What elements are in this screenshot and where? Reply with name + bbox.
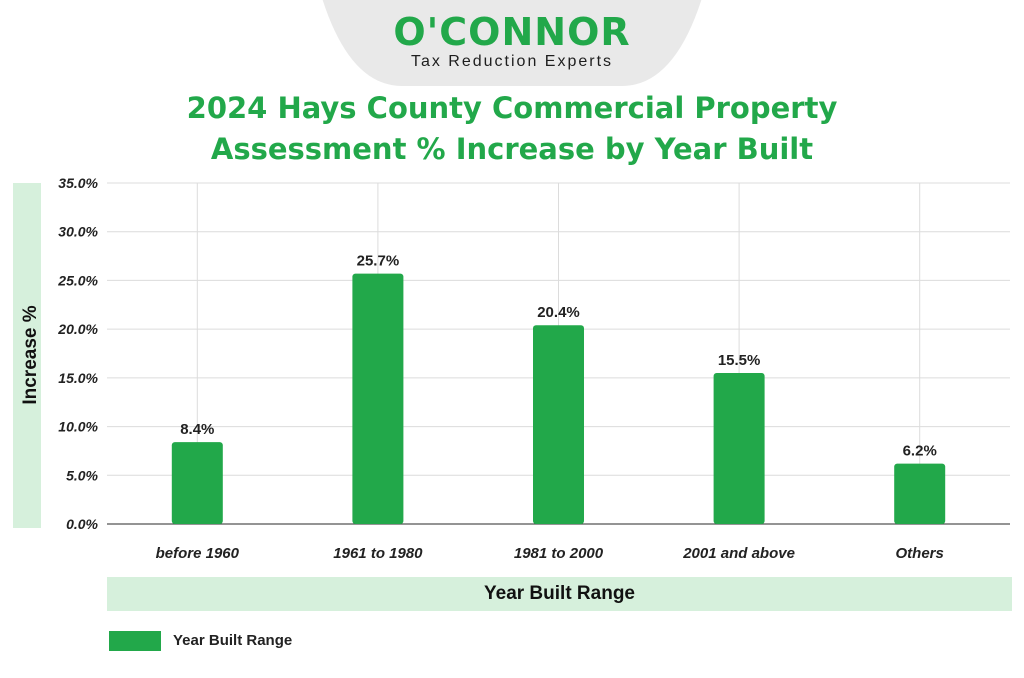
legend-swatch [109, 631, 161, 651]
x-axis-label: Year Built Range [484, 583, 635, 604]
bar [713, 372, 765, 524]
x-tick-label: before 1960 [156, 545, 240, 562]
data-label: 8.4% [180, 421, 214, 438]
y-tick-label: 35.0% [58, 175, 98, 191]
y-tick-label: 5.0% [66, 467, 98, 483]
logo-tab-background [322, 0, 702, 86]
brand-logo-text: O'CONNOR [393, 10, 631, 54]
y-tick-label: 0.0% [66, 516, 98, 532]
data-label: 15.5% [718, 352, 761, 369]
y-tick-label: 25.0% [57, 272, 98, 288]
data-label: 6.2% [903, 443, 937, 460]
x-tick-label: Others [896, 545, 944, 562]
legend-label: Year Built Range [173, 632, 293, 649]
data-label: 25.7% [357, 253, 400, 270]
x-axis-label-band [107, 577, 1012, 611]
bar [533, 325, 584, 524]
x-tick-label: 1981 to 2000 [514, 545, 604, 562]
y-axis-label-band [13, 183, 41, 528]
bar [171, 442, 223, 524]
bar [894, 463, 946, 524]
chart-title-line-2: Assessment % Increase by Year Built [210, 132, 814, 166]
x-tick-label: 2001 and above [682, 545, 795, 562]
data-label: 20.4% [537, 304, 580, 321]
y-tick-label: 30.0% [58, 224, 98, 240]
y-tick-label: 15.0% [58, 370, 98, 386]
y-tick-label: 10.0% [58, 419, 98, 435]
brand-tagline: Tax Reduction Experts [410, 53, 614, 70]
x-tick-label: 1961 to 1980 [333, 545, 423, 562]
y-tick-label: 20.0% [57, 321, 98, 337]
bar [352, 273, 404, 524]
chart-title-line-1: 2024 Hays County Commercial Property [186, 91, 838, 125]
